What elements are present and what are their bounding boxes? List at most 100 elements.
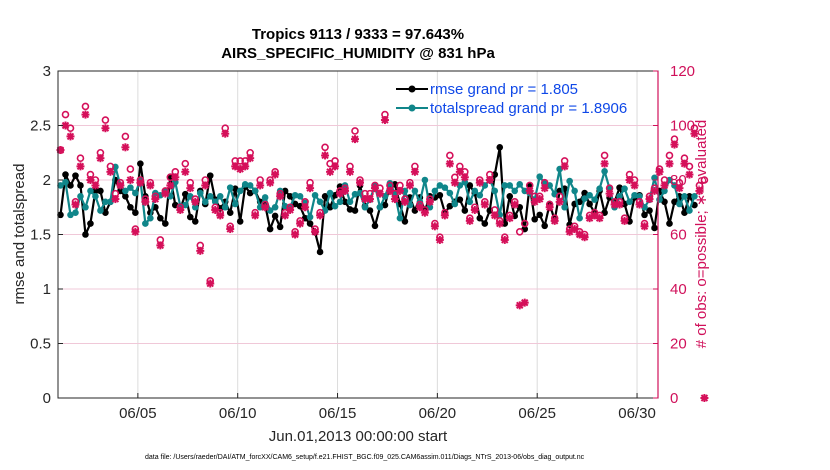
rmse-point	[481, 220, 489, 227]
evaluated-obs-marker	[186, 184, 195, 193]
totalspread-point	[506, 182, 514, 189]
evaluated-obs-marker	[625, 176, 634, 184]
evaluated-obs-marker	[510, 200, 519, 209]
evaluated-obs-marker	[420, 208, 429, 217]
evaluated-obs-marker	[500, 235, 509, 244]
totalspread-point	[631, 191, 638, 199]
totalspread-point	[566, 177, 573, 185]
possible-obs-marker	[236, 157, 244, 165]
rmse-point	[77, 182, 84, 189]
evaluated-obs-marker	[535, 195, 544, 204]
totalspread-point	[67, 211, 74, 219]
legend-label-rmse: rmse grand pr = 1.805	[430, 81, 578, 98]
evaluated-obs-marker	[605, 189, 614, 198]
evaluated-obs-marker	[136, 178, 145, 187]
evaluated-obs-marker	[595, 214, 604, 223]
rmse-point	[62, 171, 69, 178]
y2-tick-label: 0	[670, 390, 678, 407]
totalspread-point	[421, 176, 429, 184]
evaluated-obs-marker	[306, 184, 315, 193]
evaluated-obs-marker	[505, 214, 514, 223]
x-tick-label: 06/10	[219, 405, 257, 422]
totalspread-point	[92, 193, 99, 200]
totalspread-point	[576, 214, 583, 222]
totalspread-point	[626, 198, 633, 206]
rmse-point	[72, 172, 79, 179]
evaluated-obs-marker	[111, 195, 120, 204]
totalspread-point	[316, 198, 324, 206]
y2-tick-label: 100	[670, 118, 695, 135]
y-tick-label: 2	[43, 172, 51, 189]
evaluated-obs-marker	[525, 186, 534, 195]
evaluated-obs-marker	[640, 222, 649, 231]
y2-axis-ticks: 0 20 40 60 80 100 120	[653, 63, 695, 407]
rmse-point	[306, 220, 314, 227]
rmse-point	[581, 189, 588, 197]
totalspread-point	[311, 191, 319, 199]
totalspread-point	[476, 191, 484, 199]
totalspread-point	[396, 214, 404, 222]
rmse-point	[411, 207, 419, 214]
footer-datafile: data file: /Users/raeder/DAI/ATM_forcXX/…	[145, 454, 585, 461]
evaluated-obs-marker	[550, 216, 559, 225]
evaluated-obs-marker	[670, 140, 679, 149]
rmse-point	[57, 211, 64, 219]
evaluated-obs-marker	[435, 235, 444, 244]
evaluated-obs-marker	[570, 225, 579, 234]
evaluated-obs-marker	[286, 205, 295, 214]
evaluated-obs-marker	[380, 116, 389, 125]
rmse-point	[321, 193, 329, 200]
rmse-point	[181, 190, 189, 198]
evaluated-obs-marker	[211, 205, 220, 214]
totalspread-point	[251, 187, 259, 195]
evaluated-obs-marker	[126, 176, 135, 184]
evaluated-obs-marker	[475, 178, 484, 187]
y-axis-ticks: 0 0.5 1 1.5 2 2.5 3	[30, 63, 63, 407]
rmse-point	[326, 203, 334, 211]
evaluated-obs-marker	[410, 167, 419, 176]
y2-tick-label: 120	[670, 63, 695, 80]
evaluated-obs-marker	[151, 195, 160, 204]
evaluated-obs-marker	[316, 211, 325, 220]
evaluated-obs-marker	[430, 222, 439, 231]
evaluated-obs-marker	[206, 279, 215, 288]
totalspread-point	[206, 193, 214, 200]
totalspread-point	[147, 214, 154, 222]
totalspread-point	[231, 200, 239, 208]
evaluated-obs-marker	[490, 211, 499, 220]
totalspread-point	[516, 181, 524, 188]
evaluated-obs-marker	[276, 192, 285, 201]
y2-tick-label: 40	[670, 281, 687, 298]
rmse-point	[661, 198, 668, 206]
possible-obs-marker	[126, 165, 135, 173]
totalspread-point	[616, 193, 623, 200]
possible-obs-marker	[446, 151, 454, 160]
evaluated-obs-marker	[405, 181, 414, 190]
totalspread-point	[431, 187, 439, 195]
totalspread-point	[97, 207, 104, 214]
rmse-point	[186, 213, 194, 221]
rmse-point	[82, 231, 89, 238]
rmse-point	[67, 182, 74, 189]
evaluated-obs-marker	[291, 230, 300, 239]
totalspread-point	[306, 213, 314, 221]
evaluated-obs-marker	[440, 211, 449, 220]
evaluated-obs-marker	[101, 124, 110, 133]
totalspread-point	[361, 203, 369, 211]
evaluated-obs-marker	[630, 181, 639, 190]
totalspread-point	[246, 182, 254, 189]
totalspread-point	[241, 181, 249, 188]
totalspread-point	[57, 182, 64, 189]
evaluated-obs-marker	[296, 219, 305, 228]
legend-label-spread: totalspread grand pr = 1.8906	[430, 100, 627, 117]
possible-obs-marker	[76, 154, 85, 162]
evaluated-obs-marker	[370, 184, 379, 193]
evaluated-obs-marker	[116, 181, 125, 190]
evaluated-obs-marker	[251, 211, 260, 220]
totalspread-point	[191, 203, 199, 211]
rmse-point	[646, 207, 653, 214]
totalspread-point	[211, 198, 219, 206]
totalspread-point	[661, 187, 668, 195]
evaluated-obs-marker	[141, 197, 150, 206]
